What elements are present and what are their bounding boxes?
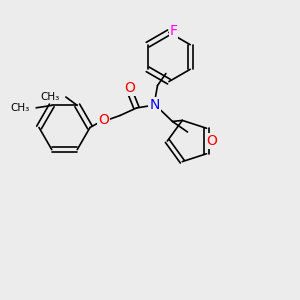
Text: N: N xyxy=(149,98,160,112)
Text: O: O xyxy=(124,81,135,95)
Text: CH₃: CH₃ xyxy=(10,103,30,113)
Text: O: O xyxy=(98,113,109,127)
Text: O: O xyxy=(206,134,218,148)
Text: CH₃: CH₃ xyxy=(40,92,59,102)
Text: F: F xyxy=(169,24,177,38)
